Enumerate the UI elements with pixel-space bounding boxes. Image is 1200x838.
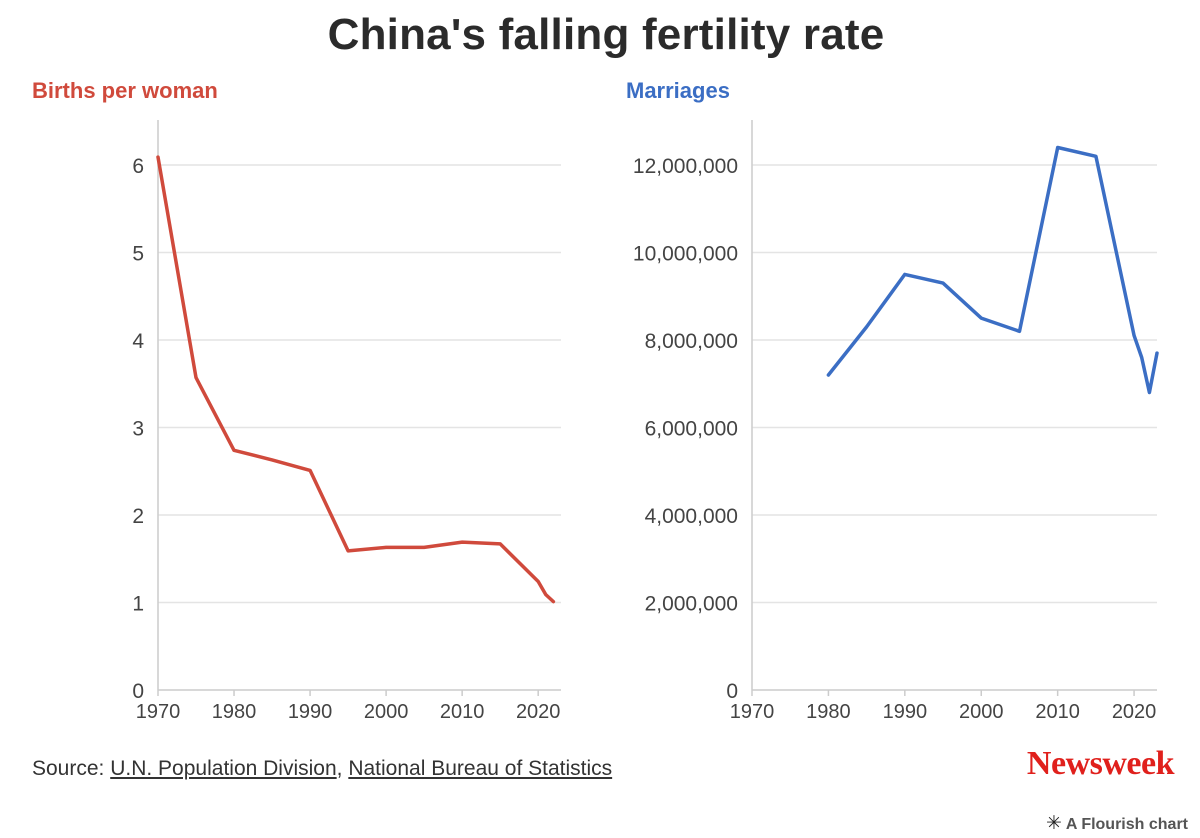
births-subtitle: Births per woman <box>32 78 218 103</box>
births-xtick-label: 2020 <box>516 701 561 723</box>
marriages-xtick-label: 1970 <box>730 701 775 723</box>
nbs-link[interactable]: National Bureau of Statistics <box>348 757 613 780</box>
births-xtick-label: 1990 <box>288 701 333 723</box>
marriages-ytick-label: 2,000,000 <box>645 593 738 616</box>
births-ytick-label: 0 <box>132 680 144 703</box>
births-xtick-label: 2010 <box>440 701 485 723</box>
births-ytick-label: 2 <box>132 505 144 528</box>
marriages-ytick-label: 10,000,000 <box>633 243 738 266</box>
marriages-xtick-label: 1980 <box>806 701 851 723</box>
source-prefix: Source: <box>32 757 111 780</box>
births-series-line <box>156 155 556 604</box>
births-xtick-label: 1980 <box>212 701 257 723</box>
source-note: Source: U.N. Population Division, Nation… <box>32 757 612 781</box>
births-ytick-label: 1 <box>132 593 144 616</box>
flourish-star-icon: ✳ <box>1045 813 1062 834</box>
marriages-xtick-label: 1990 <box>883 701 928 723</box>
marriages-xtick-label: 2010 <box>1035 701 1080 723</box>
un-population-link[interactable]: U.N. Population Division <box>110 757 337 780</box>
marriages-xtick-label: 2020 <box>1112 701 1157 723</box>
marriages-ytick-label: 0 <box>726 680 738 703</box>
births-ytick-label: 6 <box>132 155 144 178</box>
marriages-xtick-label: 2000 <box>959 701 1004 723</box>
page-title: China's falling fertility rate <box>327 10 885 59</box>
marriages-ytick-label: 4,000,000 <box>645 505 738 528</box>
births-ytick-label: 5 <box>132 243 144 266</box>
marriages-subtitle: Marriages <box>626 78 730 103</box>
flourish-credit[interactable]: ✳ A Flourish chart <box>1046 812 1188 835</box>
births-ytick-label: 3 <box>132 418 144 441</box>
marriages-series-line <box>826 145 1159 395</box>
marriages-ytick-label: 12,000,000 <box>633 155 738 178</box>
births-xtick-label: 1970 <box>136 701 181 723</box>
newsweek-logo[interactable]: Newsweek <box>1026 745 1175 782</box>
flourish-credit-label: A Flourish chart <box>1065 816 1188 833</box>
births-xtick-label: 2000 <box>364 701 409 723</box>
marriages-ytick-label: 6,000,000 <box>645 418 738 441</box>
marriages-ytick-label: 8,000,000 <box>645 330 738 353</box>
births-ytick-label: 4 <box>132 330 144 353</box>
source-separator: , <box>336 757 349 780</box>
